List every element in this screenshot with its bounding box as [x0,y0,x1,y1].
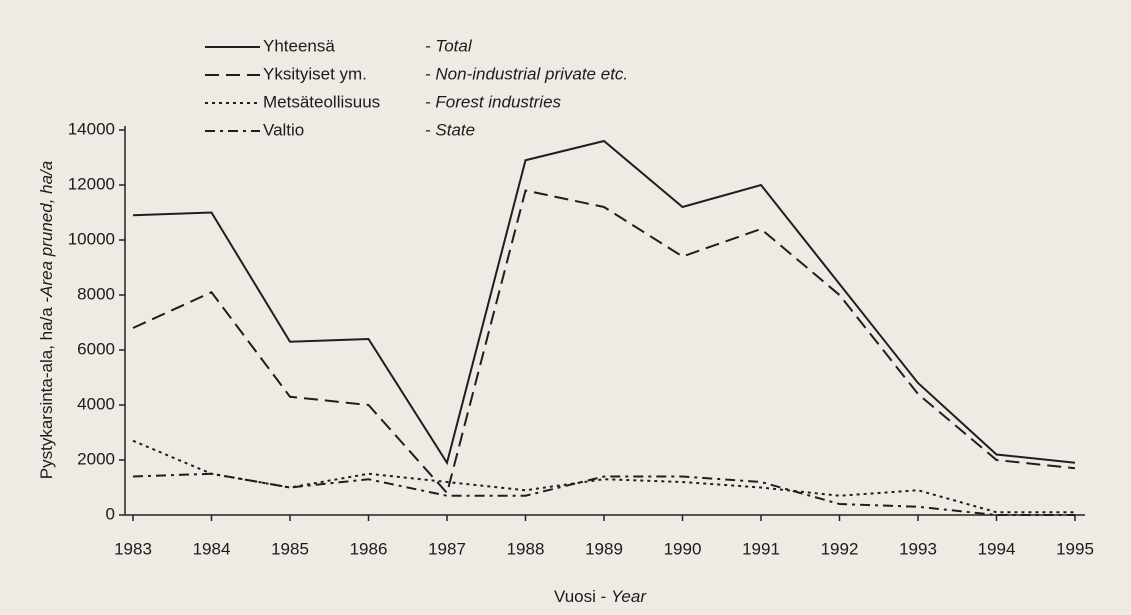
x-tick-label: 1994 [978,539,1016,558]
y-tick-label: 2000 [77,449,115,468]
x-tick-label: 1993 [899,539,937,558]
legend-label-en: - Non-industrial private etc. [425,64,628,83]
y-tick-label: 14000 [68,119,115,138]
legend-label-en: - Total [425,36,473,55]
legend-label: Metsäteollisuus [263,92,380,111]
x-tick-label: 1989 [585,539,623,558]
x-label-en: Year [611,587,647,606]
legend-label: Yksityiset ym. [263,64,367,83]
x-tick-label: 1985 [271,539,309,558]
x-label-fi: Vuosi - [554,587,611,606]
y-axis-label: Pystykarsinta-ala, ha/a -Area pruned, ha… [37,161,56,479]
y-tick-label: 0 [106,504,115,523]
legend-label: Yhteensä [263,36,335,55]
x-tick-label: 1992 [821,539,859,558]
legend-label: Valtio [263,120,304,139]
x-tick-label: 1990 [664,539,702,558]
y-label-fi: Pystykarsinta-ala, ha/a - [37,297,56,479]
x-axis-label: Vuosi - Year [554,587,647,606]
series-line [132,139,1076,466]
series-line [132,189,1076,496]
y-label-en: Area pruned, ha/a [37,161,56,298]
y-tick-label: 8000 [77,284,115,303]
legend-label-en: - State [425,120,475,139]
series-line [132,472,1075,516]
x-tick-label: 1983 [114,539,152,558]
y-tick-label: 10000 [68,229,115,248]
x-tick-label: 1987 [428,539,466,558]
y-tick-label: 6000 [77,339,115,358]
x-tick-label: 1988 [507,539,545,558]
legend-label-en: - Forest industries [425,92,562,111]
x-tick-label: 1986 [350,539,388,558]
x-tick-label: 1991 [742,539,780,558]
y-tick-label: 12000 [68,174,115,193]
x-tick-label: 1984 [193,539,231,558]
x-tick-label: 1995 [1056,539,1094,558]
y-tick-label: 4000 [77,394,115,413]
